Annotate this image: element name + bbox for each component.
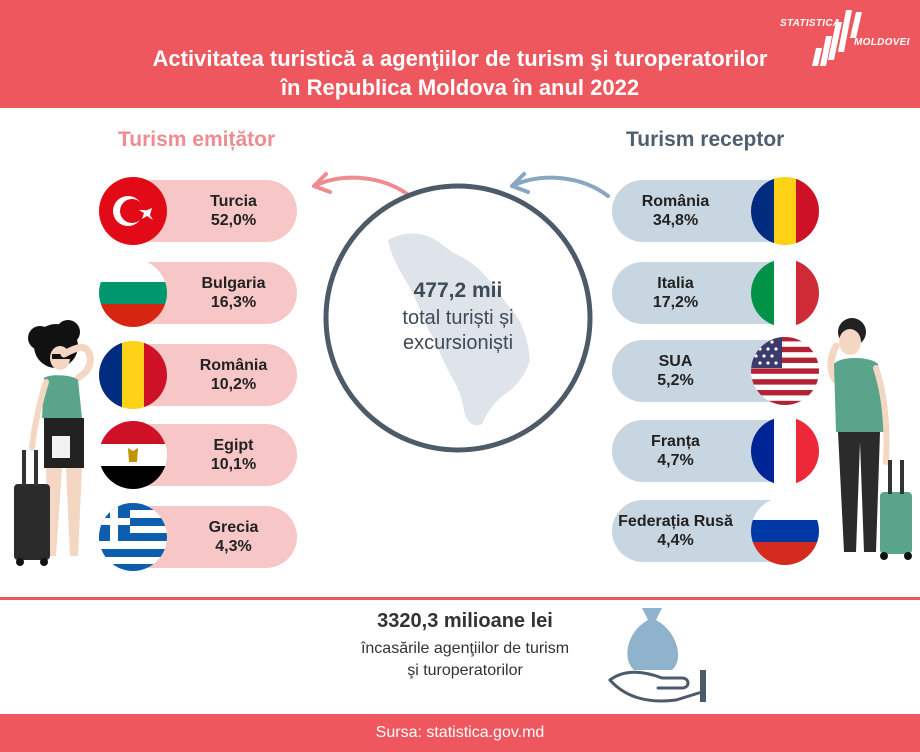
- source-footer: Sursa: statistica.gov.md: [0, 714, 920, 752]
- inbound-country-label: SUA: [658, 353, 693, 370]
- outbound-share-label: 10,2%: [210, 376, 257, 393]
- outbound-country-label: România: [199, 357, 268, 374]
- bulgaria-flag-icon: [99, 259, 167, 327]
- outbound-arrow-icon: [312, 175, 412, 198]
- inbound-share-label: 4,4%: [657, 532, 694, 549]
- logo-bars-icon: [812, 10, 862, 66]
- money-bag-hand-icon: [608, 608, 706, 703]
- inbound-title: Turism receptor: [626, 128, 785, 151]
- inbound-country-label: România: [641, 193, 710, 210]
- direction-arrows: [312, 172, 610, 198]
- outbound-share-label: 10,1%: [210, 456, 257, 473]
- outbound-share-label: 52,0%: [210, 212, 257, 229]
- revenue-label-line1: încasările agenţiilor de turism: [360, 640, 570, 657]
- turkey-flag-icon: [99, 177, 167, 245]
- section-divider: [0, 597, 920, 600]
- inbound-country-label: Federația Rusă: [618, 513, 733, 530]
- total-tourists-circle: [323, 183, 593, 453]
- inbound-share-label: 34,8%: [652, 212, 699, 229]
- header-banner: STATISTICA MOLDOVEI Activitatea turistic…: [0, 0, 920, 108]
- inbound-arrow-icon: [510, 175, 610, 198]
- inbound-share-label: 5,2%: [657, 372, 694, 389]
- page-title-line2: în Republica Moldova în anul 2022: [280, 75, 640, 100]
- outbound-country-label: Bulgaria: [201, 275, 266, 292]
- logo-text-moldovei: MOLDOVEI: [854, 37, 910, 48]
- total-tourists-label-line2: excursioniști: [402, 332, 514, 354]
- inbound-country-label: Italia: [657, 275, 694, 292]
- revenue-label-line2: şi turoperatorilor: [407, 662, 523, 679]
- usa-flag-icon: [751, 337, 819, 405]
- male-traveller-illustration: [827, 318, 912, 560]
- outbound-country-label: Turcia: [210, 193, 257, 210]
- outbound-country-label: Grecia: [208, 519, 259, 536]
- outbound-share-label: 4,3%: [215, 538, 252, 555]
- statistica-moldovei-logo: STATISTICA MOLDOVEI: [778, 8, 912, 66]
- france-flag-icon: [751, 417, 819, 485]
- inbound-share-label: 4,7%: [657, 452, 694, 469]
- page-title-line1: Activitatea turistică a agenţiilor de tu…: [152, 46, 768, 71]
- total-tourists-value: 477,2 mii: [413, 279, 503, 302]
- greece-flag-icon: [99, 503, 167, 571]
- outbound-share-label: 16,3%: [210, 294, 257, 311]
- inbound-share-label: 17,2%: [652, 294, 699, 311]
- russia-flag-icon: [751, 497, 819, 565]
- italy-flag-icon: [751, 259, 819, 327]
- total-tourists-label-line1: total turiști și: [402, 307, 514, 329]
- logo-text-statistica: STATISTICA: [780, 18, 841, 29]
- revenue-label: încasările agenţiilor de turism şi turop…: [300, 638, 630, 682]
- page-title: Activitatea turistică a agenţiilor de tu…: [60, 44, 860, 102]
- female-traveller-illustration: [14, 320, 94, 566]
- inbound-country-label: Franța: [651, 433, 700, 450]
- egypt-flag-icon: [99, 421, 167, 489]
- romania-flag-icon: [751, 177, 819, 245]
- moldova-map-icon: [388, 233, 530, 426]
- outbound-country-label: Egipt: [213, 437, 254, 454]
- total-tourists-label: total turiști și excursioniști: [348, 306, 568, 356]
- outbound-title: Turism emițător: [118, 128, 276, 151]
- romania-flag-icon: [99, 341, 167, 409]
- revenue-value: 3320,3 milioane lei: [377, 610, 553, 632]
